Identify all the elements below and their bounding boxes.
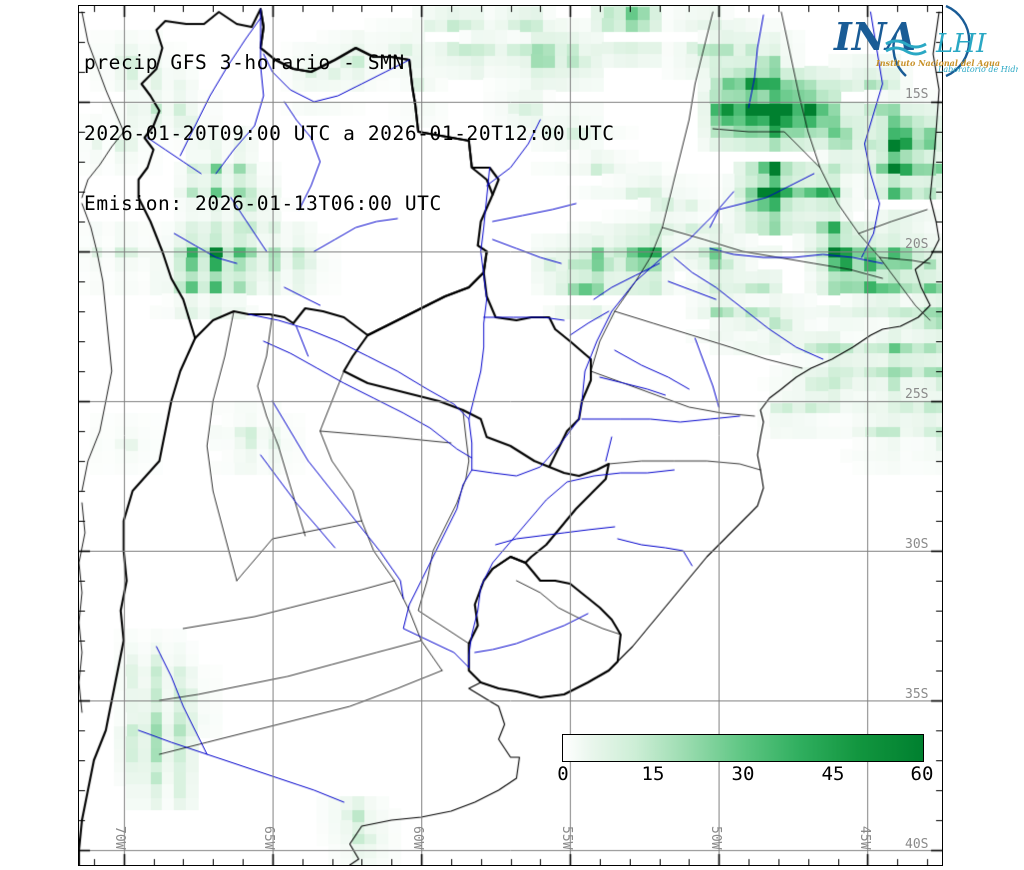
lat-tick-label-35S: 35S: [905, 687, 929, 702]
lon-tick-label-65W: 65W: [260, 826, 276, 850]
colorbar-tick-30: 30: [731, 763, 755, 785]
lat-tick-label-30S: 30S: [905, 537, 929, 552]
colorbar-tick-labels: 0 15 30 45 60: [557, 763, 933, 787]
lon-tick-label-45W: 45W: [857, 826, 873, 850]
map-plot-area: [78, 5, 943, 866]
colorbar-tick-60: 60: [910, 763, 934, 785]
logo-wave-2: [885, 46, 927, 56]
lat-tick-label-25S: 25S: [905, 387, 929, 402]
lat-tick-label-15S: 15S: [905, 87, 929, 102]
lon-tick-label-70W: 70W: [111, 826, 127, 850]
lat-tick-label-20S: 20S: [905, 237, 929, 252]
colorbar-tick-15: 15: [641, 763, 665, 785]
logo-lab-acronym: LHI: [935, 29, 987, 59]
logo-wave-1: [885, 39, 927, 49]
logo-full-name: Instituto Nacional del Agua: [875, 58, 1000, 68]
lon-tick-label-60W: 60W: [410, 826, 426, 850]
logo-arc-lower: [892, 33, 907, 77]
lon-tick-label-55W: 55W: [559, 826, 575, 850]
logo-lab-name: Laboratorio de Hidrologia: [937, 65, 1018, 74]
lat-tick-label-40S: 40S: [905, 837, 929, 852]
colorbar-tick-0: 0: [557, 763, 569, 785]
colorbar-gradient: [562, 734, 924, 762]
colorbar-tick-45: 45: [821, 763, 845, 785]
precipitation-colorbar: 0 15 30 45 60: [557, 734, 933, 787]
logo-arc-upper: [945, 4, 971, 78]
ina-lhi-logo: INA Instituto Nacional del Agua LHI Labo…: [828, 4, 1024, 78]
logo-svg: INA Instituto Nacional del Agua LHI Labo…: [833, 4, 1024, 78]
logo-acronym: INA: [833, 14, 916, 59]
lon-tick-label-50W: 50W: [708, 826, 724, 850]
graticule-grid-layer: [79, 6, 942, 865]
